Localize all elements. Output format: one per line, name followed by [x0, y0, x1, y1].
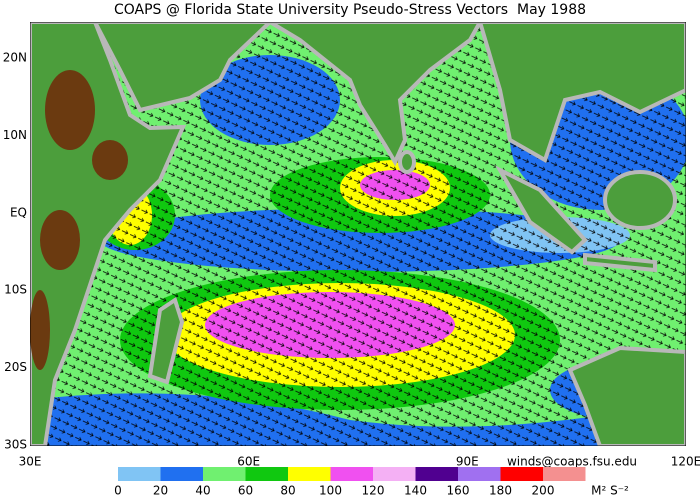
india — [266, 22, 483, 167]
colorbar-swatch — [288, 467, 331, 481]
colorbar-label: 60 — [238, 484, 253, 498]
colorbar-label: 0 — [114, 484, 122, 498]
southeast-asia — [477, 22, 686, 163]
arabia — [92, 22, 273, 113]
colorbar-swatch — [543, 467, 586, 481]
lat-label: 30S — [4, 438, 27, 452]
credit: winds@coaps.fsu.edu — [507, 455, 637, 469]
colorbar-label: 180 — [489, 484, 512, 498]
madagascar — [147, 296, 185, 385]
lon-label: 30E — [19, 455, 42, 469]
lat-label: 20S — [4, 360, 27, 374]
lat-label: 10S — [4, 283, 27, 297]
colorbar-label: 20 — [153, 484, 168, 498]
colorbar-swatch — [458, 467, 501, 481]
land — [30, 22, 686, 446]
lon-label: 90E — [456, 455, 479, 469]
colorbar-label: 80 — [280, 484, 295, 498]
lon-label: 60E — [237, 455, 260, 469]
sumatra — [494, 165, 588, 255]
colorbar-label: 100 — [319, 484, 342, 498]
java — [583, 252, 657, 273]
colorbar-label: 160 — [447, 484, 470, 498]
lon-label: 120E — [671, 455, 700, 469]
title: COAPS @ Florida State University Pseudo-… — [114, 2, 586, 18]
colorbar-swatch — [118, 467, 161, 481]
lat-label: 20N — [3, 51, 27, 65]
colorbar-swatch — [203, 467, 246, 481]
colorbar-swatch — [330, 467, 373, 481]
colorbar-swatch — [160, 467, 203, 481]
colorbar-swatch — [415, 467, 458, 481]
borneo — [603, 170, 677, 230]
sri-lanka — [398, 150, 416, 174]
colorbar-label: 200 — [532, 484, 555, 498]
lat-label: 10N — [3, 128, 27, 142]
map — [30, 22, 686, 446]
colorbar-swatch — [245, 467, 288, 481]
colorbar-label: 120 — [362, 484, 385, 498]
australia — [567, 345, 686, 446]
colorbar-label: 40 — [195, 484, 210, 498]
lat-label: EQ — [10, 205, 27, 219]
colorbar-swatch — [500, 467, 543, 481]
colorbar-swatch — [373, 467, 416, 481]
colorbar-label: 140 — [404, 484, 427, 498]
highlands — [30, 70, 128, 370]
colorbar-unit: M² S⁻² — [591, 484, 629, 498]
